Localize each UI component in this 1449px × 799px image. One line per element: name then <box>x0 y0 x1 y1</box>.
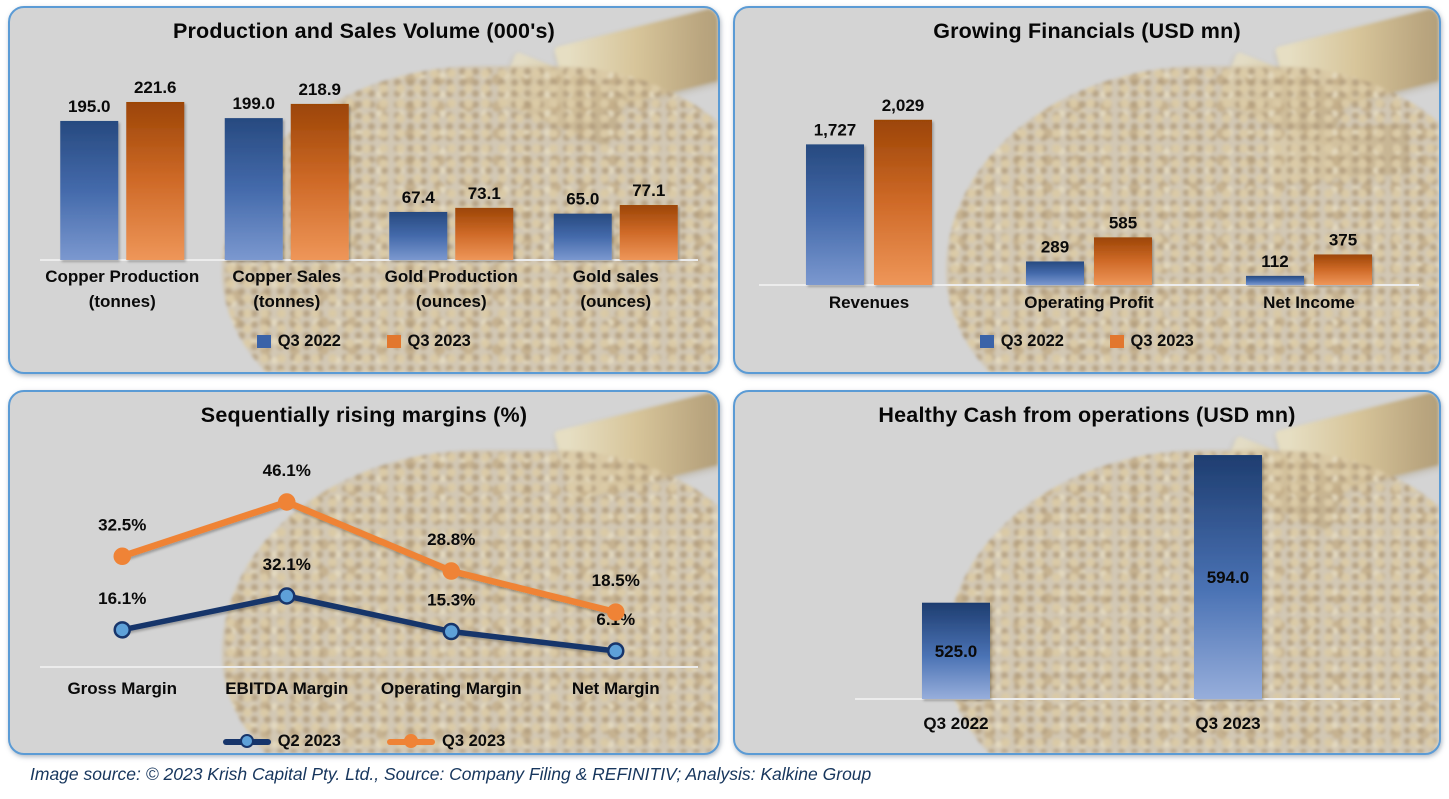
legend-swatch-icon <box>387 334 401 349</box>
bar-value-label: 525.0 <box>935 642 978 661</box>
line-marker <box>607 642 625 660</box>
bar-value-label: 221.6 <box>134 78 177 97</box>
panel-growing-financials: Growing Financials (USD mn) 1,727 289 112 2… <box>733 6 1441 374</box>
category-label: Gross Margin <box>67 679 177 698</box>
bar-value-label: 73.1 <box>468 184 501 203</box>
category-label: Revenues <box>829 293 909 312</box>
chart-legend: Q2 2023 Q3 2023 <box>10 732 718 751</box>
bar-value-label: 289 <box>1041 237 1069 256</box>
line-marker <box>278 587 296 605</box>
point-value-label: 46.1% <box>263 461 311 480</box>
bar-value-label: 199.0 <box>232 94 275 113</box>
point-value-label: 32.1% <box>263 555 311 574</box>
line-marker <box>442 562 460 580</box>
category-label: Net Margin <box>572 679 660 698</box>
category-label: Q3 2023 <box>1195 714 1260 733</box>
bar-q3-2023 <box>874 119 932 285</box>
legend-item: Q3 2023 <box>1110 332 1194 351</box>
chart-title: Sequentially rising margins (%) <box>200 403 528 427</box>
bar-value-label: 65.0 <box>566 190 599 209</box>
bar-q3-2022 <box>60 120 119 261</box>
category-label: EBITDA Margin <box>225 679 348 698</box>
chart-title: Production and Sales Volume (000's) <box>172 19 556 43</box>
category-label: Operating Margin <box>381 679 522 698</box>
bar-q3-2022 <box>224 118 283 261</box>
chart-title: Healthy Cash from operations (USD mn) <box>878 403 1296 427</box>
bar-q3-2023 <box>619 205 678 260</box>
line-marker <box>113 547 131 566</box>
cash-operations-chart-canvas: 525.0 594.0 Q3 2022 Q3 2023 <box>855 455 1400 733</box>
legend-item-label: Q3 2023 <box>407 332 471 350</box>
point-value-label: 16.1% <box>98 589 146 608</box>
bar-value-label: 375 <box>1329 230 1357 249</box>
panel-production-sales: Production and Sales Volume (000's) 195.… <box>8 6 720 374</box>
legend-item: Q3 2022 <box>980 332 1064 351</box>
chart-title: Growing Financials (USD mn) <box>933 19 1241 43</box>
panel-rising-margins: Sequentially rising margins (%) 16.1% 32.… <box>8 390 720 755</box>
legend-swatch-icon <box>980 334 994 349</box>
bar-value-label: 77.1 <box>632 181 665 200</box>
line-series-q3-2023 <box>119 498 619 616</box>
legend-item: Q3 2023 <box>387 732 505 751</box>
bar-q3-2022 <box>806 144 864 285</box>
bar-value-label: 2,029 <box>882 96 925 115</box>
category-label: Q3 2022 <box>923 714 988 733</box>
category-label: Operating Profit <box>1024 293 1154 312</box>
category-label: Net Income <box>1263 293 1355 312</box>
bar-q3-2023 <box>455 207 514 260</box>
legend-item: Q3 2023 <box>387 332 471 351</box>
line-marker <box>278 493 296 511</box>
line-marker <box>113 621 131 639</box>
legend-item-label: Q3 2022 <box>277 332 341 350</box>
production-sales-chart-canvas: 195.0 199.0 67.4 65.0 221.6 218.9 73.1 77.1 Copp… <box>40 78 698 311</box>
bar-value-label: 218.9 <box>298 80 341 99</box>
bar-q3-2023 <box>1314 254 1372 285</box>
chart-legend: Q3 2022 Q3 2023 <box>735 332 1439 351</box>
point-value-label: 18.5% <box>592 571 640 590</box>
point-value-label: 32.5% <box>98 515 146 534</box>
point-value-label: 28.8% <box>427 530 475 549</box>
bar-value-label: 67.4 <box>402 188 436 207</box>
category-label: Gold Production (ounces) <box>385 267 518 311</box>
bar-q3-2023 <box>1094 237 1152 285</box>
growing-financials-chart-canvas: 1,727 289 112 2,029 585 375 Revenues Operating … <box>759 96 1419 312</box>
line-marker <box>442 622 460 641</box>
line-marker <box>607 603 625 621</box>
bar-value-label: 594.0 <box>1207 568 1250 587</box>
chart-grid: Production and Sales Volume (000's) 195.… <box>8 6 1441 755</box>
category-label: Gold sales (ounces) <box>573 267 659 311</box>
line-series-q2-2023 <box>119 593 619 654</box>
category-label: Copper Production (tonnes) <box>45 267 199 311</box>
bar-q3-2023 <box>126 101 185 260</box>
legend-line-marker-icon <box>222 734 271 749</box>
legend-swatch-icon <box>257 334 271 349</box>
bar-value-label: 195.0 <box>68 97 111 116</box>
bar-value-label: 585 <box>1109 213 1137 232</box>
rising-margins-chart-canvas: 16.1%32.1%15.3%6.1%32.5%46.1%28.8%18.5%G… <box>40 461 698 698</box>
bar-q3-2023 <box>290 103 349 260</box>
legend-item-label: Q3 2023 <box>1130 332 1194 350</box>
bar-value-label: 112 <box>1261 252 1288 271</box>
point-value-label: 15.3% <box>427 591 475 610</box>
category-label: Copper Sales (tonnes) <box>232 267 341 311</box>
image-source-caption: Image source: © 2023 Krish Capital Pty. … <box>30 764 872 784</box>
bar-value-label: 1,727 <box>814 120 857 139</box>
bar-q3-2022 <box>553 213 612 260</box>
panel-cash-operations: Healthy Cash from operations (USD mn) 52… <box>733 390 1441 755</box>
bar-q3-2022 <box>1246 275 1304 285</box>
bar-q3-2022 <box>389 211 448 260</box>
legend-line-marker-icon <box>387 734 435 749</box>
legend-item: Q2 2023 <box>222 732 341 751</box>
legend-item-label: Q2 2023 <box>277 732 341 750</box>
legend-item-label: Q3 2023 <box>442 732 506 750</box>
legend-item: Q3 2022 <box>257 332 341 351</box>
chart-legend: Q3 2022 Q3 2023 <box>10 332 718 351</box>
legend-swatch-icon <box>1110 334 1124 349</box>
bar-q3-2022 <box>1026 261 1084 285</box>
legend-item-label: Q3 2022 <box>1000 332 1064 350</box>
